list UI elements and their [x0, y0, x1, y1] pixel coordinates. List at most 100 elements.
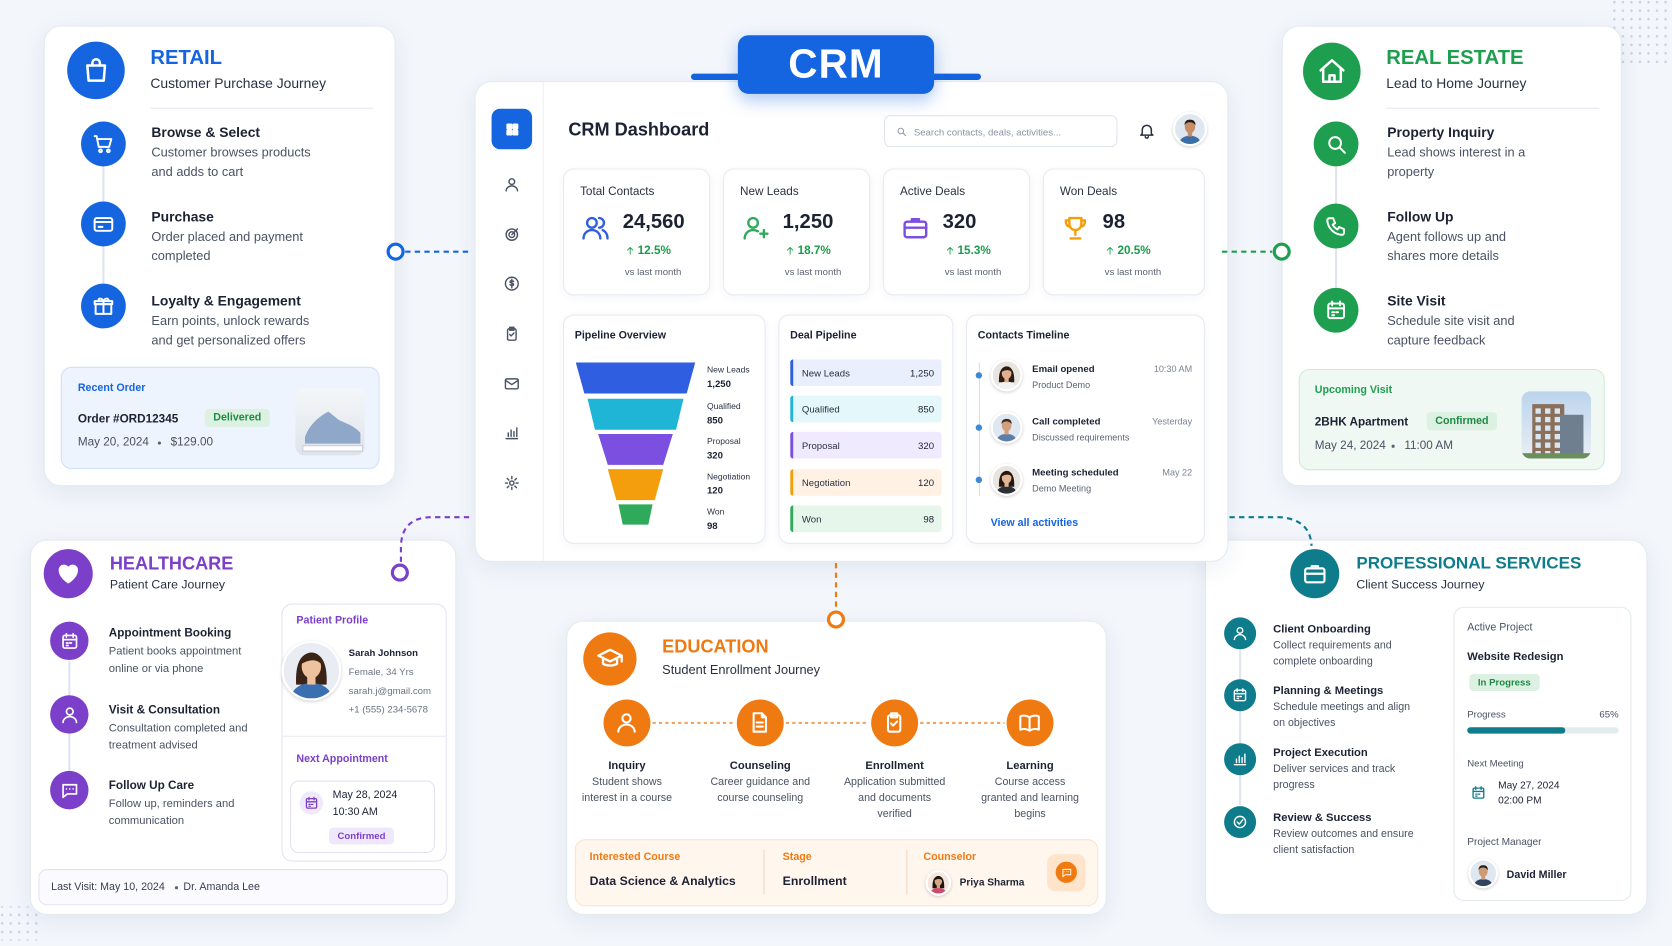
activity-time: Yesterday — [1152, 415, 1193, 427]
avatar — [990, 411, 1023, 444]
divider — [281, 735, 447, 737]
step-title: Browse & Select — [151, 124, 261, 141]
funnel-stage: Won — [706, 507, 725, 517]
graphic-shape — [902, 132, 906, 136]
graphic-shape — [621, 713, 633, 724]
graphic-shape — [1001, 366, 1012, 372]
graphic-shape — [1326, 217, 1345, 236]
step-icon — [50, 695, 89, 734]
funnel-stage: Negotiation — [706, 471, 751, 482]
graphic-shape — [97, 297, 110, 315]
step-title: Follow Up Care — [108, 779, 195, 793]
real-estate-icon — [1303, 42, 1361, 101]
graphic — [1471, 785, 1484, 799]
status-badge: In Progress — [1469, 673, 1540, 691]
step-icon — [1224, 679, 1257, 712]
up-arrow — [785, 245, 796, 256]
step-text: Career guidance and course counseling — [710, 776, 811, 804]
stat-value: 98 — [1102, 211, 1126, 234]
graphic-shape — [1339, 146, 1346, 154]
graphic — [93, 217, 114, 232]
chat-icon[interactable] — [1055, 861, 1077, 883]
avatar — [1468, 858, 1499, 889]
nav-icon[interactable] — [501, 118, 522, 139]
graphic — [505, 123, 518, 136]
search-box[interactable] — [883, 115, 1118, 148]
funnel-stage: Proposal — [706, 436, 741, 447]
graphic-shape — [597, 216, 609, 240]
step-title: Purchase — [151, 208, 214, 225]
graphic-shape — [61, 632, 77, 646]
graphic-shape — [742, 228, 759, 240]
panel-title: Contacts Timeline — [977, 330, 1070, 342]
deal-value: 1,250 — [910, 367, 935, 379]
graphic — [597, 648, 623, 667]
graphic-shape — [946, 247, 954, 255]
graphic-shape — [307, 673, 316, 685]
nav-icon[interactable] — [501, 224, 522, 245]
graphic-shape — [1233, 689, 1247, 702]
step-text: Follow up, reminders and communication — [108, 797, 235, 828]
avatar — [990, 463, 1023, 496]
view-all-link[interactable]: View all activities — [990, 517, 1079, 530]
graphic — [742, 216, 769, 240]
step-icon — [1313, 121, 1359, 167]
project-box — [1453, 606, 1632, 902]
stat-value: 320 — [942, 211, 977, 234]
avatar — [1172, 111, 1208, 147]
step-title: Follow Up — [1387, 208, 1454, 225]
meeting-time: 02:00 PM — [1498, 794, 1542, 807]
step-text: Lead shows interest in a property — [1387, 145, 1526, 180]
nav-icon[interactable] — [501, 472, 522, 493]
graphic-shape — [290, 683, 332, 699]
graphic — [1233, 627, 1247, 641]
up-arrow — [625, 245, 636, 256]
nav-icon[interactable] — [501, 422, 522, 443]
education-icon — [583, 632, 637, 686]
graphic-shape — [65, 706, 74, 716]
order-id: Order #ORD12345 — [77, 412, 179, 426]
funnel-value: 120 — [706, 485, 723, 496]
step-icon — [871, 699, 919, 747]
step-title: Property Inquiry — [1387, 124, 1495, 141]
calendar-icon — [1467, 782, 1488, 803]
stat-icon — [899, 211, 931, 243]
doctor-name: Dr. Amanda Lee — [183, 881, 260, 894]
step-title: Visit & Consultation — [108, 703, 220, 717]
stat-label: Active Deals — [899, 185, 966, 199]
nav-icon[interactable] — [501, 373, 522, 394]
header-tab — [737, 35, 935, 94]
graphic-shape — [996, 433, 1017, 442]
graphic-shape — [1478, 865, 1488, 877]
graphic — [1061, 868, 1071, 877]
graphic-shape — [581, 228, 601, 240]
deal-value: 98 — [923, 513, 935, 525]
last-visit: Last Visit: May 10, 2024 — [51, 881, 165, 894]
step-text: Review outcomes and ensure client satisf… — [1273, 828, 1414, 857]
field-label: Interested Course — [589, 851, 681, 864]
graphic-shape — [1001, 418, 1012, 425]
stat-note: vs last month — [944, 266, 1002, 278]
graphic-shape — [85, 64, 107, 82]
graphic — [93, 297, 114, 315]
nav-icon[interactable] — [501, 174, 522, 195]
step-title: Review & Success — [1273, 811, 1372, 825]
step-text: Schedule site visit and capture feedback — [1387, 313, 1515, 348]
patient-phone: +1 (555) 234-5678 — [348, 703, 428, 715]
nav-icon[interactable] — [501, 273, 522, 294]
step-title: Learning — [1006, 759, 1054, 773]
nav-icon[interactable] — [501, 323, 522, 344]
divider — [906, 849, 908, 895]
funnel-stage: Qualified — [706, 401, 741, 412]
graphic-shape — [505, 129, 512, 136]
nav-active[interactable] — [491, 108, 533, 150]
graphic-shape — [1001, 419, 1012, 432]
graphic — [1304, 565, 1326, 584]
graphic-shape — [1321, 67, 1342, 83]
property-image — [1521, 391, 1591, 459]
step-icon — [1313, 287, 1359, 333]
notification-bell[interactable] — [1136, 119, 1157, 140]
graphic-shape — [996, 381, 1017, 390]
